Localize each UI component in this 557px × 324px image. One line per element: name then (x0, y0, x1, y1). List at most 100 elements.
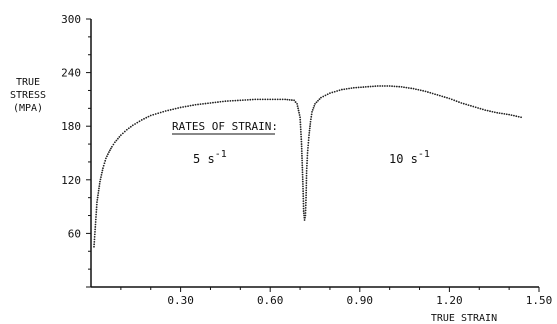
data-point (98, 185, 101, 188)
data-point (322, 95, 325, 98)
data-point (305, 169, 308, 172)
data-point (317, 99, 319, 102)
data-point (309, 120, 312, 123)
data-point (350, 87, 353, 90)
data-point (515, 115, 518, 118)
data-point (308, 129, 311, 132)
data-point (340, 88, 343, 91)
data-point (458, 101, 460, 103)
data-point (306, 159, 309, 162)
data-point (131, 124, 134, 127)
data-point (505, 113, 508, 116)
data-point (143, 117, 145, 120)
data-point (154, 113, 157, 115)
data-point (99, 180, 101, 183)
data-point (307, 141, 310, 144)
rate-10-label: 10 s-1 (389, 149, 430, 166)
data-point (174, 107, 177, 110)
data-point (298, 114, 301, 116)
data-point (462, 102, 465, 105)
data-point (369, 85, 372, 88)
data-point (236, 99, 239, 102)
data-point (496, 111, 499, 114)
data-point (307, 147, 309, 149)
data-point (329, 92, 331, 95)
data-point (149, 114, 152, 117)
data-point (320, 96, 322, 99)
data-point (167, 109, 170, 112)
data-point (274, 98, 277, 101)
data-point (119, 134, 122, 137)
data-point (107, 153, 109, 156)
data-point (187, 105, 189, 107)
data-point (300, 133, 302, 136)
data-point (102, 164, 105, 167)
data-point (305, 167, 308, 170)
data-point (217, 101, 219, 103)
data-point (97, 194, 99, 197)
data-point (374, 85, 377, 88)
data-point (489, 110, 491, 113)
data-point (96, 201, 98, 204)
data-point (249, 98, 252, 101)
data-point (94, 223, 97, 226)
data-point (503, 112, 506, 115)
data-point (134, 123, 136, 125)
data-point (301, 164, 304, 167)
data-point (498, 112, 501, 115)
rate-5-value: 5 s (193, 152, 215, 166)
data-point (300, 152, 303, 155)
data-point (315, 101, 318, 104)
data-point (415, 88, 417, 91)
data-point (403, 86, 405, 89)
data-point (271, 98, 274, 101)
data-point (121, 132, 124, 135)
data-point (293, 99, 295, 102)
rate-5-exponent: -1 (215, 149, 227, 160)
data-point (197, 103, 199, 106)
data-point (95, 216, 97, 218)
data-point (304, 201, 307, 204)
data-point (101, 169, 104, 172)
data-point (199, 103, 202, 106)
data-point (400, 85, 403, 88)
data-point (301, 159, 304, 162)
data-point (98, 182, 101, 185)
data-point (398, 85, 401, 88)
data-point (269, 98, 272, 101)
data-point (309, 118, 312, 121)
data-point (412, 87, 415, 90)
data-point (305, 196, 307, 199)
data-point (294, 101, 297, 103)
data-point (391, 85, 393, 88)
data-point (226, 100, 229, 102)
x-tick-label: 1.20 (436, 294, 463, 307)
y-tick-label: 300 (61, 13, 81, 26)
data-point (306, 154, 309, 157)
data-point (305, 179, 308, 182)
data-point (209, 102, 212, 104)
data-point (202, 102, 204, 105)
data-point (95, 208, 98, 211)
data-point (96, 196, 99, 199)
data-point (455, 100, 458, 103)
data-point (305, 172, 308, 175)
data-point (105, 157, 107, 160)
data-point (256, 98, 259, 101)
data-point (239, 99, 242, 102)
data-point (443, 96, 446, 98)
y-axis-label-line-1: TRUE (16, 77, 40, 88)
data-point (470, 104, 472, 107)
data-point (364, 85, 367, 88)
data-point (474, 106, 477, 109)
data-point (100, 173, 103, 176)
data-point (336, 90, 338, 92)
data-point (301, 180, 304, 183)
data-point (299, 116, 301, 119)
data-point (467, 104, 470, 107)
data-point (297, 107, 299, 110)
data-point (162, 110, 165, 113)
data-point (116, 137, 119, 140)
data-point (307, 139, 310, 142)
data-point (481, 108, 484, 111)
